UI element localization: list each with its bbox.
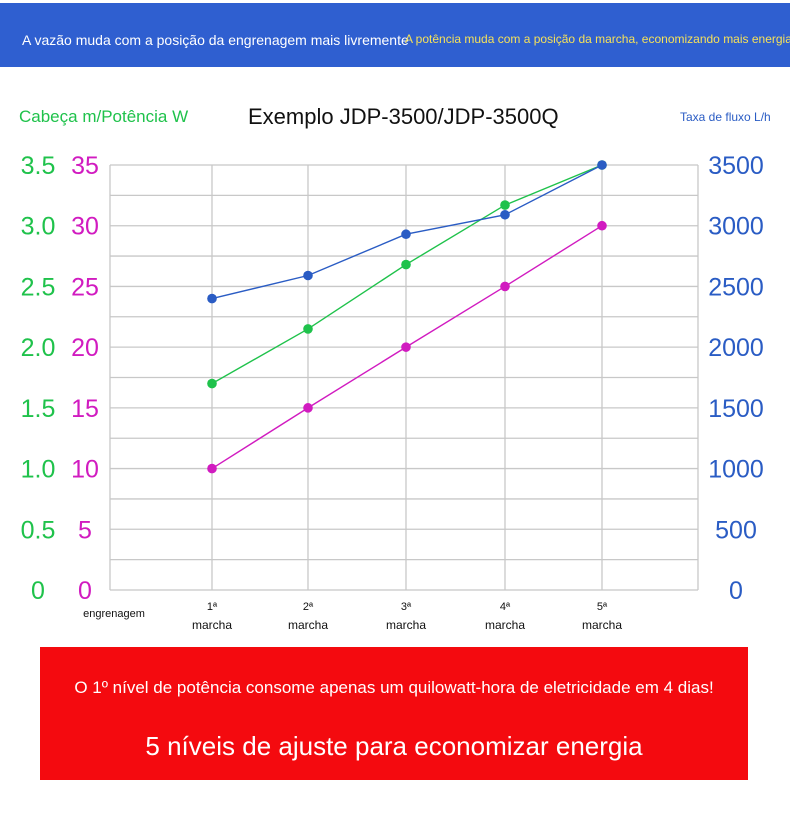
footer-line-2: 5 níveis de ajuste para economizar energ… bbox=[145, 731, 643, 761]
head-tick-label: 0 bbox=[31, 577, 45, 605]
x-tick-label: 5ª bbox=[597, 601, 608, 613]
footer-banner: O 1º nível de potência consome apenas um… bbox=[40, 647, 748, 780]
data-point-flow bbox=[597, 160, 607, 170]
head-tick-label: 1.0 bbox=[21, 456, 56, 484]
data-point-flow bbox=[303, 270, 313, 281]
x-tick-label: 1ª bbox=[207, 601, 218, 613]
banner-left-text: A vazão muda com a posição da engrenagem… bbox=[22, 32, 409, 48]
x-tick-label: 2ª bbox=[303, 601, 314, 613]
power-tick-label: 0 bbox=[78, 577, 92, 605]
flow-tick-label: 500 bbox=[715, 516, 757, 544]
x-tick-label: 4ª bbox=[500, 601, 511, 613]
head-tick-label: 1.5 bbox=[21, 395, 56, 423]
data-point-head bbox=[207, 378, 217, 389]
x-tick-label: marcha bbox=[582, 618, 622, 632]
x-axis-label: engrenagem bbox=[83, 608, 145, 620]
line-chart: 0 0.5 1.0 1.5 2.0 2.5 3.0 3.5 0 5 10 15 20 25 30 35 0 500… bbox=[21, 152, 764, 632]
power-tick-label: 10 bbox=[71, 456, 99, 484]
flow-tick-label: 1500 bbox=[708, 395, 764, 423]
x-tick-label: marcha bbox=[192, 618, 232, 632]
head-tick-label: 0.5 bbox=[21, 516, 56, 544]
data-point-power bbox=[207, 463, 217, 474]
data-point-flow bbox=[207, 293, 217, 304]
flow-tick-label: 0 bbox=[729, 577, 743, 605]
footer-line-1: O 1º nível de potência consome apenas um… bbox=[74, 678, 714, 697]
banner-right-text: A potência muda com a posição da marcha,… bbox=[405, 32, 790, 46]
x-tick-label: 3ª bbox=[401, 601, 412, 613]
data-point-power bbox=[597, 220, 607, 231]
power-tick-label: 20 bbox=[71, 334, 99, 362]
chart-title: Exemplo JDP-3500/JDP-3500Q bbox=[248, 104, 559, 129]
data-point-power bbox=[500, 281, 510, 292]
data-point-flow bbox=[500, 209, 510, 220]
power-tick-label: 15 bbox=[71, 395, 99, 423]
power-tick-label: 35 bbox=[71, 152, 99, 180]
right-axis-label: Taxa de fluxo L/h bbox=[680, 110, 771, 124]
data-point-power bbox=[401, 342, 411, 352]
power-tick-label: 25 bbox=[71, 273, 99, 301]
x-tick-label: marcha bbox=[485, 618, 525, 632]
head-tick-label: 3.5 bbox=[21, 152, 56, 180]
head-tick-label: 2.0 bbox=[21, 334, 56, 362]
top-banner: A vazão muda com a posição da engrenagem… bbox=[0, 3, 790, 67]
x-tick-label: marcha bbox=[288, 618, 328, 632]
data-point-head bbox=[401, 259, 411, 270]
flow-tick-label: 3000 bbox=[708, 213, 764, 241]
data-point-flow bbox=[401, 229, 411, 240]
power-tick-label: 5 bbox=[78, 516, 92, 544]
data-point-head bbox=[303, 324, 313, 334]
flow-tick-label: 2000 bbox=[708, 334, 764, 362]
power-tick-label: 30 bbox=[71, 213, 99, 241]
flow-tick-label: 3500 bbox=[708, 152, 764, 180]
flow-tick-label: 2500 bbox=[708, 273, 764, 301]
left-axis-label: Cabeça m/Potência W bbox=[19, 107, 189, 126]
flow-tick-label: 1000 bbox=[708, 456, 764, 484]
head-tick-label: 2.5 bbox=[21, 273, 56, 301]
data-point-head bbox=[500, 200, 510, 210]
x-tick-label: marcha bbox=[386, 618, 426, 632]
head-tick-label: 3.0 bbox=[21, 213, 56, 241]
data-point-power bbox=[303, 403, 313, 413]
